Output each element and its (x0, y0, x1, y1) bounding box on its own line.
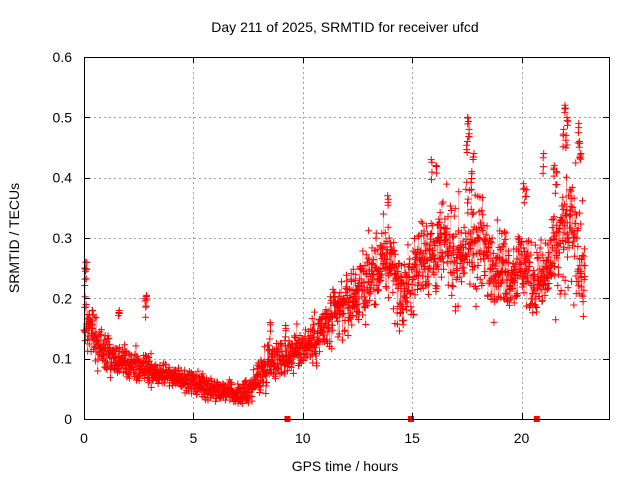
data-point (418, 219, 426, 227)
data-point (539, 163, 547, 171)
data-point (82, 275, 90, 283)
data-point (576, 139, 584, 147)
data-point (476, 275, 484, 283)
data-point (454, 302, 462, 310)
data-point (467, 178, 475, 186)
data-point (554, 282, 562, 290)
data-point (142, 302, 150, 310)
data-point (389, 305, 397, 313)
data-point (478, 279, 486, 287)
data-point (266, 327, 274, 335)
data-point (564, 284, 572, 292)
data-point (443, 180, 451, 188)
data-point (576, 209, 584, 217)
y-tick-label: 0.5 (53, 109, 73, 125)
data-point (433, 169, 441, 177)
data-point (142, 293, 150, 301)
y-tick-label: 0.1 (53, 351, 73, 367)
data-point (266, 335, 274, 343)
data-point (450, 212, 458, 220)
y-tick-label: 0 (64, 411, 72, 427)
data-point (428, 168, 436, 176)
data-point (572, 159, 580, 167)
x-tick-label: 5 (189, 430, 197, 446)
data-point (472, 302, 480, 310)
data-point (428, 176, 436, 184)
data-point (570, 301, 578, 309)
data-point (540, 150, 548, 158)
data-point (365, 227, 373, 235)
y-tick-label: 0.4 (53, 170, 73, 186)
x-tick-label: 20 (514, 430, 530, 446)
data-point (439, 198, 447, 206)
data-point (539, 154, 547, 162)
data-point (473, 228, 481, 236)
x-tick-label: 15 (404, 430, 420, 446)
data-point (451, 204, 459, 212)
data-point (490, 318, 498, 326)
x-axis-label: GPS time / hours (292, 458, 399, 474)
data-point (552, 316, 560, 324)
data-point (447, 207, 455, 215)
data-point (574, 129, 582, 137)
data-point (460, 223, 468, 231)
y-tick-label: 0.3 (53, 230, 73, 246)
y-tick-label: 0.2 (53, 290, 73, 306)
data-point (561, 105, 569, 113)
y-axis-label: SRMTID / TECUs (6, 183, 22, 293)
data-point (143, 296, 151, 304)
x-tick-label: 10 (295, 430, 311, 446)
data-point (417, 218, 425, 226)
data-point (564, 121, 572, 129)
y-tick-label: 0.6 (53, 49, 73, 65)
data-point (470, 150, 478, 158)
data-point (432, 163, 440, 171)
data-point (399, 321, 407, 329)
x-tick-label: 0 (80, 430, 88, 446)
data-point (551, 189, 559, 197)
data-point (520, 199, 528, 207)
data-point (384, 192, 392, 200)
data-point (142, 313, 150, 321)
data-point (579, 197, 587, 205)
data-point (281, 333, 289, 341)
data-point (575, 143, 583, 151)
data-point (564, 117, 572, 125)
data-point (384, 223, 392, 231)
data-point (466, 186, 474, 194)
data-point (469, 210, 477, 218)
data-point (557, 286, 565, 294)
data-point (463, 137, 471, 145)
chart-title: Day 211 of 2025, SRMTID for receiver ufc… (211, 19, 478, 35)
data-point (553, 181, 561, 189)
data-point (539, 169, 547, 177)
data-point (473, 285, 481, 293)
data-points (80, 101, 589, 422)
